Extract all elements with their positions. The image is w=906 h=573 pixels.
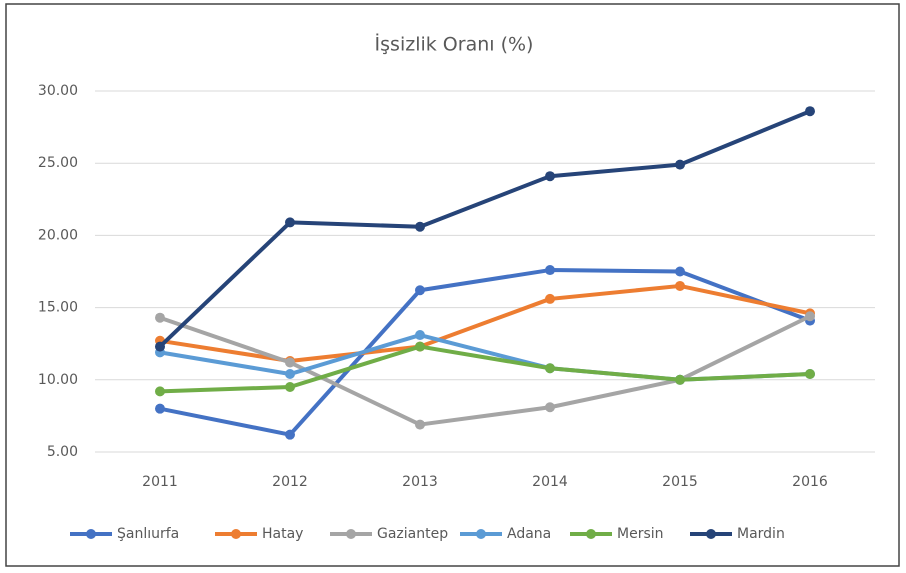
- data-point: [675, 266, 685, 277]
- x-tick-label: 2012: [272, 474, 308, 490]
- data-point: [155, 403, 165, 414]
- data-point: [545, 363, 555, 374]
- series-line: [159, 314, 811, 427]
- data-point: [415, 341, 425, 352]
- data-point: [415, 221, 425, 232]
- data-point: [675, 374, 685, 385]
- x-tick-label: 2016: [792, 474, 828, 490]
- data-point: [545, 293, 555, 304]
- data-point: [285, 369, 295, 380]
- data-point: [805, 369, 815, 380]
- x-tick-label: 2013: [402, 474, 438, 490]
- legend-marker: [346, 529, 356, 539]
- y-tick-label: 5.00: [47, 444, 78, 460]
- chart-title: İşsizlik Oranı (%): [375, 33, 534, 56]
- legend-label: Şanlıurfa: [117, 526, 179, 542]
- data-point: [415, 330, 425, 341]
- series-line: [159, 283, 811, 364]
- data-point: [675, 159, 685, 170]
- legend-label: Gaziantep: [377, 526, 448, 542]
- legend-label: Adana: [507, 526, 551, 542]
- data-point: [285, 382, 295, 393]
- data-point: [285, 429, 295, 440]
- x-tick-label: 2015: [662, 474, 698, 490]
- legend-marker: [476, 529, 486, 539]
- data-point: [545, 171, 555, 182]
- data-point: [415, 285, 425, 296]
- data-point: [155, 386, 165, 397]
- x-tick-label: 2011: [142, 474, 178, 490]
- data-point: [545, 402, 555, 413]
- data-point: [155, 341, 165, 352]
- y-tick-label: 30.00: [38, 83, 78, 99]
- data-point: [675, 280, 685, 291]
- series-line: [158, 109, 811, 349]
- y-tick-label: 15.00: [38, 300, 78, 316]
- legend-label: Mardin: [737, 526, 785, 542]
- data-point: [805, 311, 815, 322]
- series-line: [159, 268, 811, 437]
- legend-marker: [86, 529, 96, 539]
- data-point: [415, 419, 425, 430]
- x-tick-label: 2014: [532, 474, 568, 490]
- data-point: [285, 357, 295, 368]
- legend-marker: [706, 529, 716, 539]
- data-point: [545, 265, 555, 276]
- legend-label: Mersin: [617, 526, 664, 542]
- data-point: [155, 312, 165, 323]
- series-line: [159, 344, 811, 394]
- data-point: [285, 217, 295, 228]
- legend-marker: [586, 529, 596, 539]
- y-tick-label: 25.00: [38, 155, 78, 171]
- legend-label: Hatay: [262, 526, 303, 542]
- data-point: [805, 106, 815, 117]
- legend-marker: [231, 529, 241, 539]
- y-tick-label: 10.00: [38, 372, 78, 388]
- y-tick-label: 20.00: [38, 227, 78, 243]
